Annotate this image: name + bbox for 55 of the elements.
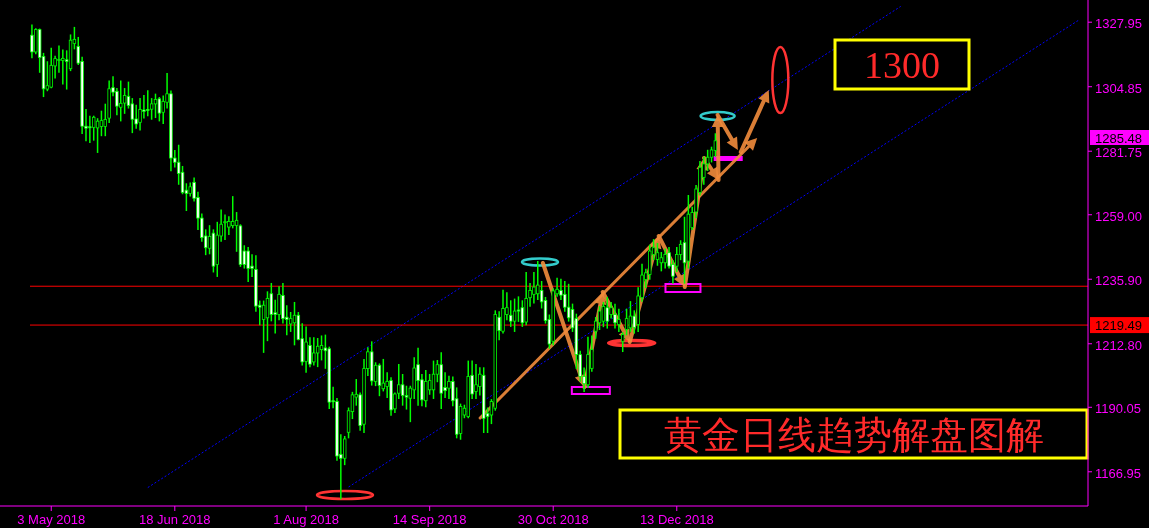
candlestick [34, 28, 38, 55]
candlestick [315, 337, 320, 368]
candlestick [663, 248, 667, 269]
candlestick [516, 296, 521, 322]
candlestick [524, 272, 528, 326]
y-tick-label: 1166.95 [1095, 465, 1142, 481]
candlestick [146, 90, 150, 117]
candlestick [304, 326, 308, 373]
y-tick-label: 1212.80 [1095, 337, 1142, 353]
candlestick [88, 115, 92, 143]
candlestick [601, 301, 606, 328]
candlestick [180, 165, 185, 195]
candlestick [628, 301, 633, 332]
candlestick [416, 347, 420, 406]
candlestick [153, 93, 158, 119]
candlestick [57, 45, 61, 73]
x-tick-label: 3 May 2018 [17, 512, 86, 527]
y-tick-label: 1259.00 [1095, 208, 1142, 224]
ref-line-label: 1219.49 [1095, 318, 1142, 334]
candlestick [404, 385, 409, 410]
candlestick [231, 196, 235, 229]
candlestick [617, 308, 621, 332]
candlestick [474, 363, 478, 399]
candlestick [682, 216, 687, 284]
y-tick-label: 1327.95 [1095, 16, 1142, 32]
candlestick [138, 98, 142, 131]
candlestick [30, 24, 34, 59]
text: 1285.48 [1095, 130, 1142, 146]
y-tick-label: 1235.90 [1095, 273, 1142, 289]
candlestick [520, 300, 525, 327]
candlestick [447, 375, 451, 399]
x-tick-label: 14 Sep 2018 [392, 512, 467, 527]
candlestick [655, 243, 660, 266]
x-tick-label: 1 Aug 2018 [273, 512, 339, 527]
annotation: 黄金日线趋势解盘图解 [663, 413, 1044, 456]
y-tick-label: 1304.85 [1095, 80, 1142, 96]
candlestick [377, 363, 382, 397]
candlestick [119, 80, 123, 122]
candlestick [605, 296, 609, 329]
candlestick [246, 246, 250, 282]
x-tick-label: 18 Jun 2018 [139, 512, 211, 527]
candlestick [223, 214, 227, 241]
candlestick [49, 47, 53, 89]
candlestick [157, 96, 162, 122]
y-tick-label: 1281.75 [1095, 145, 1142, 161]
candlestick [424, 370, 428, 408]
candlestick [597, 306, 602, 330]
x-tick-label: 30 Oct 2018 [517, 512, 589, 527]
y-tick-label: 1190.05 [1095, 401, 1142, 417]
x-tick-label: 13 Dec 2018 [639, 512, 714, 527]
candlestick [512, 298, 517, 332]
candlestick [613, 303, 617, 329]
candlestick [319, 335, 324, 361]
candlestick [312, 337, 316, 366]
annotation: 1300 [864, 44, 940, 87]
